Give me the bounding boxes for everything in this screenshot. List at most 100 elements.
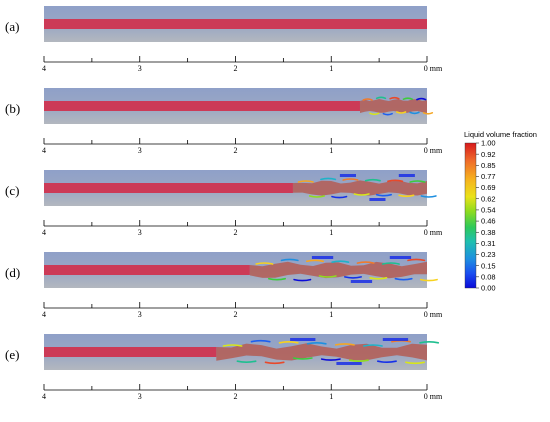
liquid-core [44,347,217,357]
droplet-streak [331,195,348,199]
droplet-streak [364,178,381,182]
droplet-streak [363,344,383,347]
panel-label: (d) [5,265,20,280]
tick-label: 2 [234,146,238,155]
low-fraction-patch [389,256,412,259]
droplet-streak [375,96,387,100]
distance-axis: 4 3 2 1 0 mm [42,56,443,73]
droplet-streak [382,112,393,116]
droplet-streak [420,195,437,198]
droplet-streak [375,193,392,197]
droplet-streak [297,180,314,183]
colorbar-label: 0.31 [481,239,496,248]
panel-label: (a) [5,19,19,34]
colorbar-label: 0.85 [481,161,496,170]
spray-region [249,256,438,283]
panel-a: (a) 4 3 2 1 0 mm [5,6,443,73]
droplet-streak [320,177,337,181]
distance-axis: 4 3 2 1 0 mm [42,138,443,155]
droplet-streak [356,261,375,264]
low-fraction-patch [336,362,362,365]
droplet-streak [419,341,440,344]
spray-body [249,261,427,279]
droplet-streak [268,277,286,281]
droplet-streak [306,342,327,345]
droplet-streak [342,178,359,181]
spray-body [359,99,427,113]
tick-label: 1 [329,310,333,319]
low-fraction-patch [290,338,316,341]
colorbar-label: 0.92 [481,150,496,159]
tick-label: 4 [42,392,46,401]
droplet-streak [250,339,271,343]
tick-label: 2 [234,64,238,73]
tick-label: 3 [138,392,142,401]
colorbar-label: 0.15 [481,261,496,270]
droplet-streak [377,360,397,363]
axis-end-label: 0 mm [424,392,443,401]
axis-end-label: 0 mm [424,228,443,237]
colorbar-label: 0.23 [481,250,496,259]
tick-label: 3 [138,64,142,73]
tick-label: 2 [234,228,238,237]
liquid-core [44,101,360,111]
tick-label: 1 [329,392,333,401]
panel-label: (b) [5,101,20,116]
droplet-streak [320,358,341,361]
axis-end-label: 0 mm [424,310,443,319]
droplet-streak [369,277,388,280]
colorbar-label: 0.38 [481,228,496,237]
liquid-core [44,265,250,275]
distance-axis: 4 3 2 1 0 mm [42,220,443,237]
low-fraction-patch [382,338,409,341]
droplet-streak [416,97,427,101]
droplet-streak [318,275,337,278]
tick-label: 4 [42,64,46,73]
droplet-streak [387,179,404,183]
droplet-streak [292,357,313,360]
tick-label: 1 [329,64,333,73]
axis-end-label: 0 mm [424,146,443,155]
droplet-streak [422,112,434,115]
spray-body [216,343,427,361]
colorbar-label: 1.00 [481,139,496,148]
tick-label: 1 [329,228,333,237]
low-fraction-patch [339,174,356,177]
low-fraction-patch [398,174,415,177]
droplet-streak [293,278,312,282]
droplet-streak [419,278,438,282]
droplet-streak [369,112,380,116]
droplet-streak [381,262,400,265]
distance-axis: 4 3 2 1 0 mm [42,384,443,401]
droplet-streak [353,193,370,196]
tick-label: 1 [329,146,333,155]
droplet-streak [306,259,324,263]
tick-label: 3 [138,146,142,155]
colorbar-label: 0.08 [481,272,496,281]
tick-label: 3 [138,228,142,237]
axis-end-label: 0 mm [424,64,443,73]
tick-label: 4 [42,228,46,237]
colorbar-label: 0.69 [481,183,496,192]
low-fraction-patch [350,280,373,283]
colorbar-ramp [464,142,477,289]
colorbar-label: 0.00 [481,284,496,293]
droplet-streak [402,97,413,100]
panel-c: (c) 4 3 2 1 0 mm [5,170,443,237]
droplet-streak [334,343,355,346]
droplet-streak [362,98,373,101]
colorbar-label: 0.46 [481,217,496,226]
droplet-streak [264,361,285,365]
droplet-streak [394,277,413,281]
liquid-core [44,19,427,29]
tick-label: 4 [42,310,46,319]
droplet-streak [409,111,420,115]
tick-label: 4 [42,146,46,155]
spray-region [216,338,440,365]
spray-region [359,96,434,116]
spray-body [292,180,427,196]
droplet-streak [398,194,415,198]
droplet-streak [409,180,426,183]
panel-label: (c) [5,183,19,198]
